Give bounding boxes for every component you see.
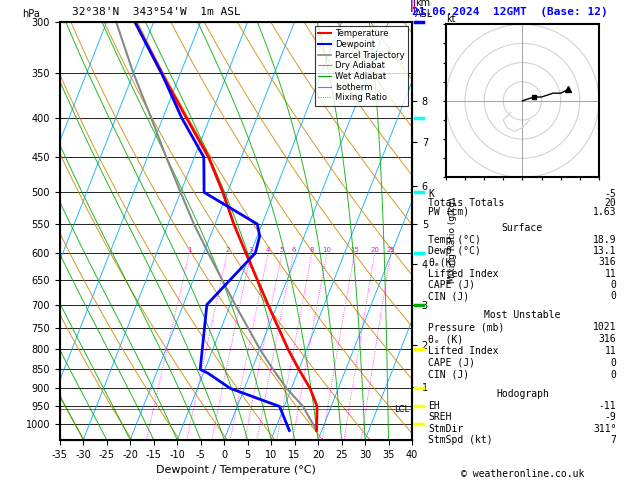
- Text: -11: -11: [599, 400, 616, 411]
- Text: km
ASL: km ASL: [415, 0, 433, 19]
- Text: θₑ (K): θₑ (K): [428, 334, 464, 344]
- Text: 316: 316: [599, 334, 616, 344]
- Text: ‖: ‖: [409, 0, 417, 12]
- Text: K: K: [428, 189, 434, 199]
- Text: hPa: hPa: [22, 9, 40, 19]
- Text: Lifted Index: Lifted Index: [428, 346, 499, 356]
- Text: 316: 316: [599, 257, 616, 267]
- Text: 7: 7: [611, 435, 616, 445]
- Text: 0: 0: [611, 358, 616, 368]
- Text: CAPE (J): CAPE (J): [428, 280, 476, 290]
- Text: EH: EH: [428, 400, 440, 411]
- Text: Most Unstable: Most Unstable: [484, 310, 560, 320]
- Text: 0: 0: [611, 291, 616, 301]
- Text: Lifted Index: Lifted Index: [428, 269, 499, 278]
- Text: 0: 0: [611, 280, 616, 290]
- Text: 1.63: 1.63: [593, 207, 616, 217]
- Text: 21.06.2024  12GMT  (Base: 12): 21.06.2024 12GMT (Base: 12): [412, 7, 608, 17]
- Text: -5: -5: [604, 189, 616, 199]
- Text: kt: kt: [446, 14, 455, 23]
- Text: Dewp (°C): Dewp (°C): [428, 246, 481, 256]
- Text: 311°: 311°: [593, 423, 616, 434]
- Text: CIN (J): CIN (J): [428, 291, 469, 301]
- Text: © weatheronline.co.uk: © weatheronline.co.uk: [460, 469, 584, 479]
- Text: SREH: SREH: [428, 412, 452, 422]
- Text: Surface: Surface: [502, 223, 543, 233]
- Text: 11: 11: [604, 346, 616, 356]
- Text: Totals Totals: Totals Totals: [428, 198, 504, 208]
- Text: Pressure (mb): Pressure (mb): [428, 322, 504, 332]
- Text: 5: 5: [280, 247, 284, 253]
- Text: 20: 20: [604, 198, 616, 208]
- Text: 6: 6: [291, 247, 296, 253]
- Legend: Temperature, Dewpoint, Parcel Trajectory, Dry Adiabat, Wet Adiabat, Isotherm, Mi: Temperature, Dewpoint, Parcel Trajectory…: [315, 26, 408, 105]
- Text: 1021: 1021: [593, 322, 616, 332]
- Text: Mixing Ratio (g/kg): Mixing Ratio (g/kg): [448, 198, 457, 283]
- Text: 3: 3: [248, 247, 253, 253]
- Text: PW (cm): PW (cm): [428, 207, 469, 217]
- Text: 11: 11: [604, 269, 616, 278]
- Text: -9: -9: [604, 412, 616, 422]
- Text: 13.1: 13.1: [593, 246, 616, 256]
- Text: θₑ(K): θₑ(K): [428, 257, 458, 267]
- Text: 8: 8: [309, 247, 314, 253]
- Text: LCL: LCL: [394, 405, 409, 414]
- Text: 15: 15: [350, 247, 359, 253]
- Text: StmDir: StmDir: [428, 423, 464, 434]
- Text: 18.9: 18.9: [593, 235, 616, 244]
- Text: 10: 10: [322, 247, 331, 253]
- Text: Temp (°C): Temp (°C): [428, 235, 481, 244]
- Text: 0: 0: [611, 370, 616, 380]
- Text: StmSpd (kt): StmSpd (kt): [428, 435, 493, 445]
- Text: 1: 1: [187, 247, 192, 253]
- Text: Hodograph: Hodograph: [496, 389, 549, 399]
- Text: 20: 20: [370, 247, 379, 253]
- Text: 4: 4: [266, 247, 270, 253]
- Text: 2: 2: [225, 247, 230, 253]
- Text: 25: 25: [386, 247, 395, 253]
- X-axis label: Dewpoint / Temperature (°C): Dewpoint / Temperature (°C): [156, 465, 316, 475]
- Text: 32°38'N  343°54'W  1m ASL: 32°38'N 343°54'W 1m ASL: [72, 7, 241, 17]
- Text: CAPE (J): CAPE (J): [428, 358, 476, 368]
- Text: CIN (J): CIN (J): [428, 370, 469, 380]
